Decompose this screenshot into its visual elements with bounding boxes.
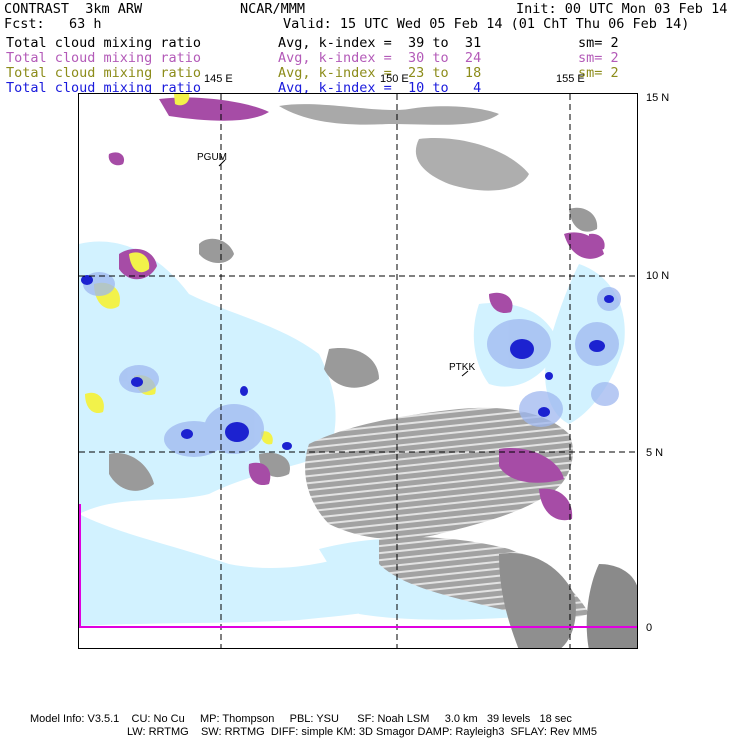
lat-label-15n: 15 N <box>646 92 670 104</box>
field-stat-2: Avg, k-index = 30 to 24 <box>278 50 482 66</box>
lon-label-150: 150 E <box>380 73 409 85</box>
field-stat-4: Avg, k-index = 10 to 4 <box>278 80 482 96</box>
model-info-line-2: LW: RRTMG SW: RRTMG DIFF: simple KM: 3D … <box>127 726 598 738</box>
init-time: Init: 00 UTC Mon 03 Feb 14 <box>516 1 728 17</box>
lat-label-0: 0 <box>646 622 653 634</box>
field-name-4: Total cloud mixing ratio <box>6 80 202 96</box>
field-name-3: Total cloud mixing ratio <box>6 65 202 81</box>
lat-lon-grid <box>79 94 637 648</box>
station-label-ptkk: PTKK <box>449 362 476 373</box>
station-label-pgum: PGUM <box>197 152 227 163</box>
organization: NCAR/MMM <box>240 1 306 17</box>
field-name-1: Total cloud mixing ratio <box>6 35 202 51</box>
field-smooth-1: sm= 2 <box>578 35 619 51</box>
field-smooth-3: sm= 2 <box>578 65 619 81</box>
deep-blue-cloud-field <box>81 275 614 450</box>
field-smooth-2: sm= 2 <box>578 50 619 66</box>
violet-cloud-field <box>108 97 605 521</box>
field-name-2: Total cloud mixing ratio <box>6 50 202 66</box>
field-stat-1: Avg, k-index = 39 to 31 <box>278 35 482 51</box>
lat-label-10n: 10 N <box>646 270 670 282</box>
lon-label-145: 145 E <box>204 73 233 85</box>
lat-label-5n: 5 N <box>646 447 664 459</box>
valid-time: Valid: 15 UTC Wed 05 Feb 14 (01 ChT Thu … <box>283 16 690 32</box>
station-markers <box>218 159 469 377</box>
equator-line <box>79 504 637 628</box>
forecast-hour: Fcst: 63 h <box>4 16 102 32</box>
field-stat-3: Avg, k-index = 23 to 18 <box>278 65 482 81</box>
forecast-map: PGUM PTKK <box>78 93 638 649</box>
map-field-plot <box>79 94 637 648</box>
model-info-line-1: Model Info: V3.5.1 CU: No Cu MP: Thompso… <box>30 713 572 725</box>
gray-cloud-field <box>109 104 637 648</box>
model-title: CONTRAST 3km ARW <box>4 1 143 17</box>
lon-label-155: 155 E <box>556 73 585 85</box>
